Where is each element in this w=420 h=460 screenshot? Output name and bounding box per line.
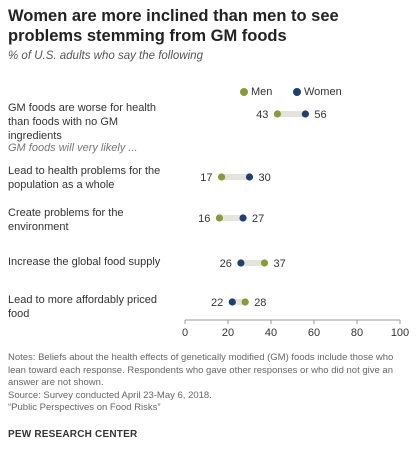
x-tick-label: 40 — [265, 327, 277, 339]
section-label: GM foods will very likely ... — [8, 142, 138, 154]
data-label-right: 28 — [254, 297, 266, 309]
pew-logo-text: PEW RESEARCH CENTER — [8, 429, 138, 440]
data-label-left: 26 — [220, 258, 232, 270]
legend-women-dot — [293, 88, 301, 96]
data-label-left: 43 — [256, 109, 268, 121]
men-dot — [241, 298, 249, 306]
men-dot — [273, 110, 282, 118]
row-label-environment: Create problems for the environment — [8, 207, 124, 233]
row-label-affordable-food: Lead to more affordably priced food — [8, 294, 157, 320]
men-dot — [215, 214, 223, 222]
legend-men-label: Men — [251, 86, 273, 98]
x-tick-label: 20 — [222, 327, 234, 339]
dot-plot: 0 20 40 60 80 100 43 56 17 30 16 27 26 37 22 28 — [182, 109, 409, 339]
x-tick-label: 60 — [308, 327, 320, 339]
data-label-left: 17 — [200, 172, 212, 184]
men-dot — [217, 173, 226, 181]
legend-men: Men — [240, 86, 272, 98]
row-label-health-problems: Lead to health problems for the populati… — [8, 165, 161, 191]
x-tick-label: 100 — [391, 327, 409, 339]
chart-title: Women are more inclined than men to see … — [8, 7, 339, 45]
legend-women: Women — [293, 86, 342, 98]
source-text: Source: Survey conducted April 23-May 6,… — [8, 389, 212, 401]
legend-women-label: Women — [304, 86, 342, 98]
data-label-left: 16 — [198, 213, 210, 225]
data-label-right: 30 — [259, 172, 271, 184]
data-label-right: 37 — [274, 258, 286, 270]
women-dot — [301, 110, 309, 118]
women-dot — [237, 259, 245, 267]
women-dot — [245, 173, 254, 181]
data-label-right: 27 — [252, 213, 264, 225]
notes-text: Notes: Beliefs about the health effects … — [8, 352, 394, 388]
report-title: “Public Perspectives on Food Risks” — [8, 402, 161, 413]
data-label-right: 56 — [314, 109, 326, 121]
legend-men-dot — [240, 88, 248, 96]
men-dot — [260, 259, 269, 267]
row-label-food-supply: Increase the global food supply — [8, 256, 161, 268]
x-tick-label: 80 — [351, 327, 363, 339]
women-dot — [239, 214, 247, 222]
women-dot — [228, 298, 236, 306]
row-label-worse-for-health: GM foods are worse for health than foods… — [8, 102, 156, 142]
data-label-left: 22 — [211, 297, 223, 309]
chart-subtitle: % of U.S. adults who say the following — [8, 50, 203, 62]
notes-block: Notes: Beliefs about the health effects … — [8, 352, 412, 415]
x-tick-label: 0 — [182, 327, 188, 339]
